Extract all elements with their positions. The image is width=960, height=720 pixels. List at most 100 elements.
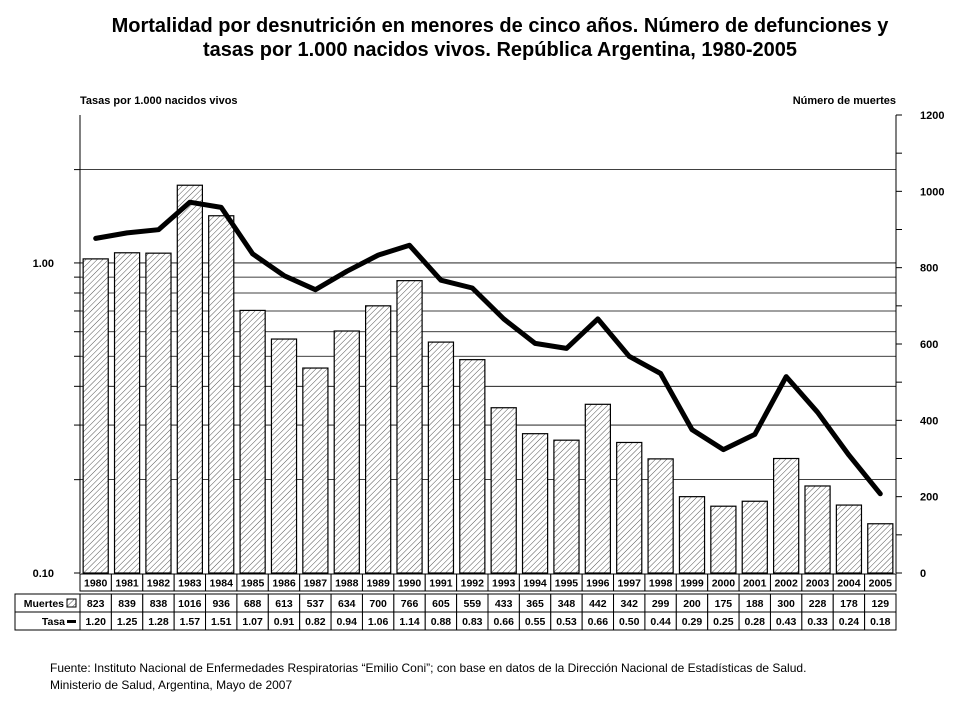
bar [396, 280, 423, 574]
year-label: 2004 [837, 578, 861, 590]
bar [113, 252, 141, 574]
muertes-value: 200 [683, 598, 701, 610]
muertes-value: 365 [526, 598, 544, 610]
footer-line-2: Ministerio de Salud, Argentina, Mayo de … [50, 678, 293, 692]
muertes-value: 228 [809, 598, 827, 610]
year-label: 1996 [586, 578, 610, 590]
bar [459, 359, 486, 574]
tasa-value: 0.53 [556, 616, 577, 628]
bar [616, 441, 643, 574]
left-axis-label: Tasas por 1.000 nacidos vivos [80, 95, 238, 107]
year-label: 1999 [680, 578, 704, 590]
year-label: 1984 [210, 578, 234, 590]
muertes-value: 188 [746, 598, 764, 610]
tasa-value: 0.43 [776, 616, 797, 628]
bar [145, 252, 172, 574]
right-tick-label: 0 [920, 568, 926, 580]
year-label: 1997 [618, 578, 642, 590]
muertes-value: 634 [338, 598, 356, 610]
title-line-2: tasas por 1.000 nacidos vivos. República… [203, 39, 797, 61]
right-tick-label: 800 [920, 263, 938, 275]
tasa-value: 1.20 [85, 616, 106, 628]
tasa-value: 0.82 [305, 616, 326, 628]
tasa-value: 0.18 [870, 616, 891, 628]
tasa-value: 1.07 [242, 616, 263, 628]
tasa-value: 0.91 [274, 616, 295, 628]
tasa-row-label: Tasa [42, 616, 65, 628]
tasa-value: 0.33 [807, 616, 828, 628]
muertes-value: 605 [432, 598, 450, 610]
muertes-value: 442 [589, 598, 607, 610]
muertes-value: 559 [464, 598, 482, 610]
muertes-value: 433 [495, 598, 513, 610]
bar [490, 407, 517, 574]
bars-muertes [82, 184, 894, 574]
year-label: 1991 [429, 578, 453, 590]
year-label: 2001 [743, 578, 767, 590]
muertes-value: 342 [620, 598, 638, 610]
year-label: 1990 [398, 578, 422, 590]
muertes-value: 299 [652, 598, 670, 610]
right-tick-label: 1000 [920, 186, 944, 198]
tasa-value: 1.57 [180, 616, 201, 628]
left-tick-label: 1.00 [33, 258, 54, 270]
year-label: 1995 [555, 578, 579, 590]
year-label: 1981 [115, 578, 139, 590]
chart-title: Mortalidad por desnutrición en menores d… [60, 14, 940, 62]
bar [741, 500, 768, 574]
year-cell [864, 573, 897, 592]
tasa-value: 1.06 [368, 616, 389, 628]
year-label: 1994 [523, 578, 547, 590]
tasa-value: 0.24 [839, 616, 860, 628]
left-tick-label: 0.10 [33, 568, 54, 580]
tasa-value: 0.66 [493, 616, 514, 628]
bar [302, 367, 329, 574]
tasa-value: 1.25 [117, 616, 138, 628]
muertes-value: 129 [872, 598, 890, 610]
muertes-value: 700 [369, 598, 387, 610]
bar [804, 485, 831, 574]
bar [678, 496, 706, 574]
muertes-value: 348 [558, 598, 576, 610]
bar [553, 439, 580, 574]
right-tick-label: 1200 [920, 110, 944, 122]
muertes-value: 839 [118, 598, 136, 610]
muertes-value: 537 [307, 598, 325, 610]
bar [239, 309, 266, 574]
tasa-value: 0.66 [588, 616, 609, 628]
year-label: 1985 [241, 578, 265, 590]
bar [521, 433, 549, 574]
muertes-value: 936 [212, 598, 230, 610]
year-label: 2005 [869, 578, 893, 590]
year-label: 2000 [712, 578, 736, 590]
tasa-value: 1.28 [148, 616, 169, 628]
bar [365, 305, 392, 574]
tasa-value: 0.28 [745, 616, 766, 628]
bar [584, 403, 611, 574]
title-line-1: Mortalidad por desnutrición en menores d… [111, 15, 889, 37]
tasa-legend-swatch [67, 620, 76, 623]
right-axis-label: Número de muertes [793, 95, 896, 107]
tasa-value: 0.94 [337, 616, 358, 628]
bar [835, 504, 863, 574]
muertes-value: 823 [87, 598, 105, 610]
tasa-value: 0.83 [462, 616, 483, 628]
muertes-value: 766 [401, 598, 419, 610]
muertes-legend-swatch [66, 598, 77, 608]
year-label: 1993 [492, 578, 516, 590]
line-tasa [93, 199, 883, 497]
bar [208, 215, 235, 574]
tasa-value: 1.51 [211, 616, 232, 628]
year-label: 2003 [806, 578, 830, 590]
footer-line-1: Fuente: Instituto Nacional de Enfermedad… [50, 661, 807, 675]
muertes-value: 838 [150, 598, 168, 610]
muertes-value: 1016 [178, 598, 202, 610]
tasa-value: 0.88 [431, 616, 452, 628]
tasa-value: 0.25 [713, 616, 734, 628]
right-tick-label: 600 [920, 339, 938, 351]
muertes-value: 178 [840, 598, 858, 610]
bar [710, 505, 737, 574]
right-tick-label: 400 [920, 415, 938, 427]
muertes-value: 688 [244, 598, 262, 610]
